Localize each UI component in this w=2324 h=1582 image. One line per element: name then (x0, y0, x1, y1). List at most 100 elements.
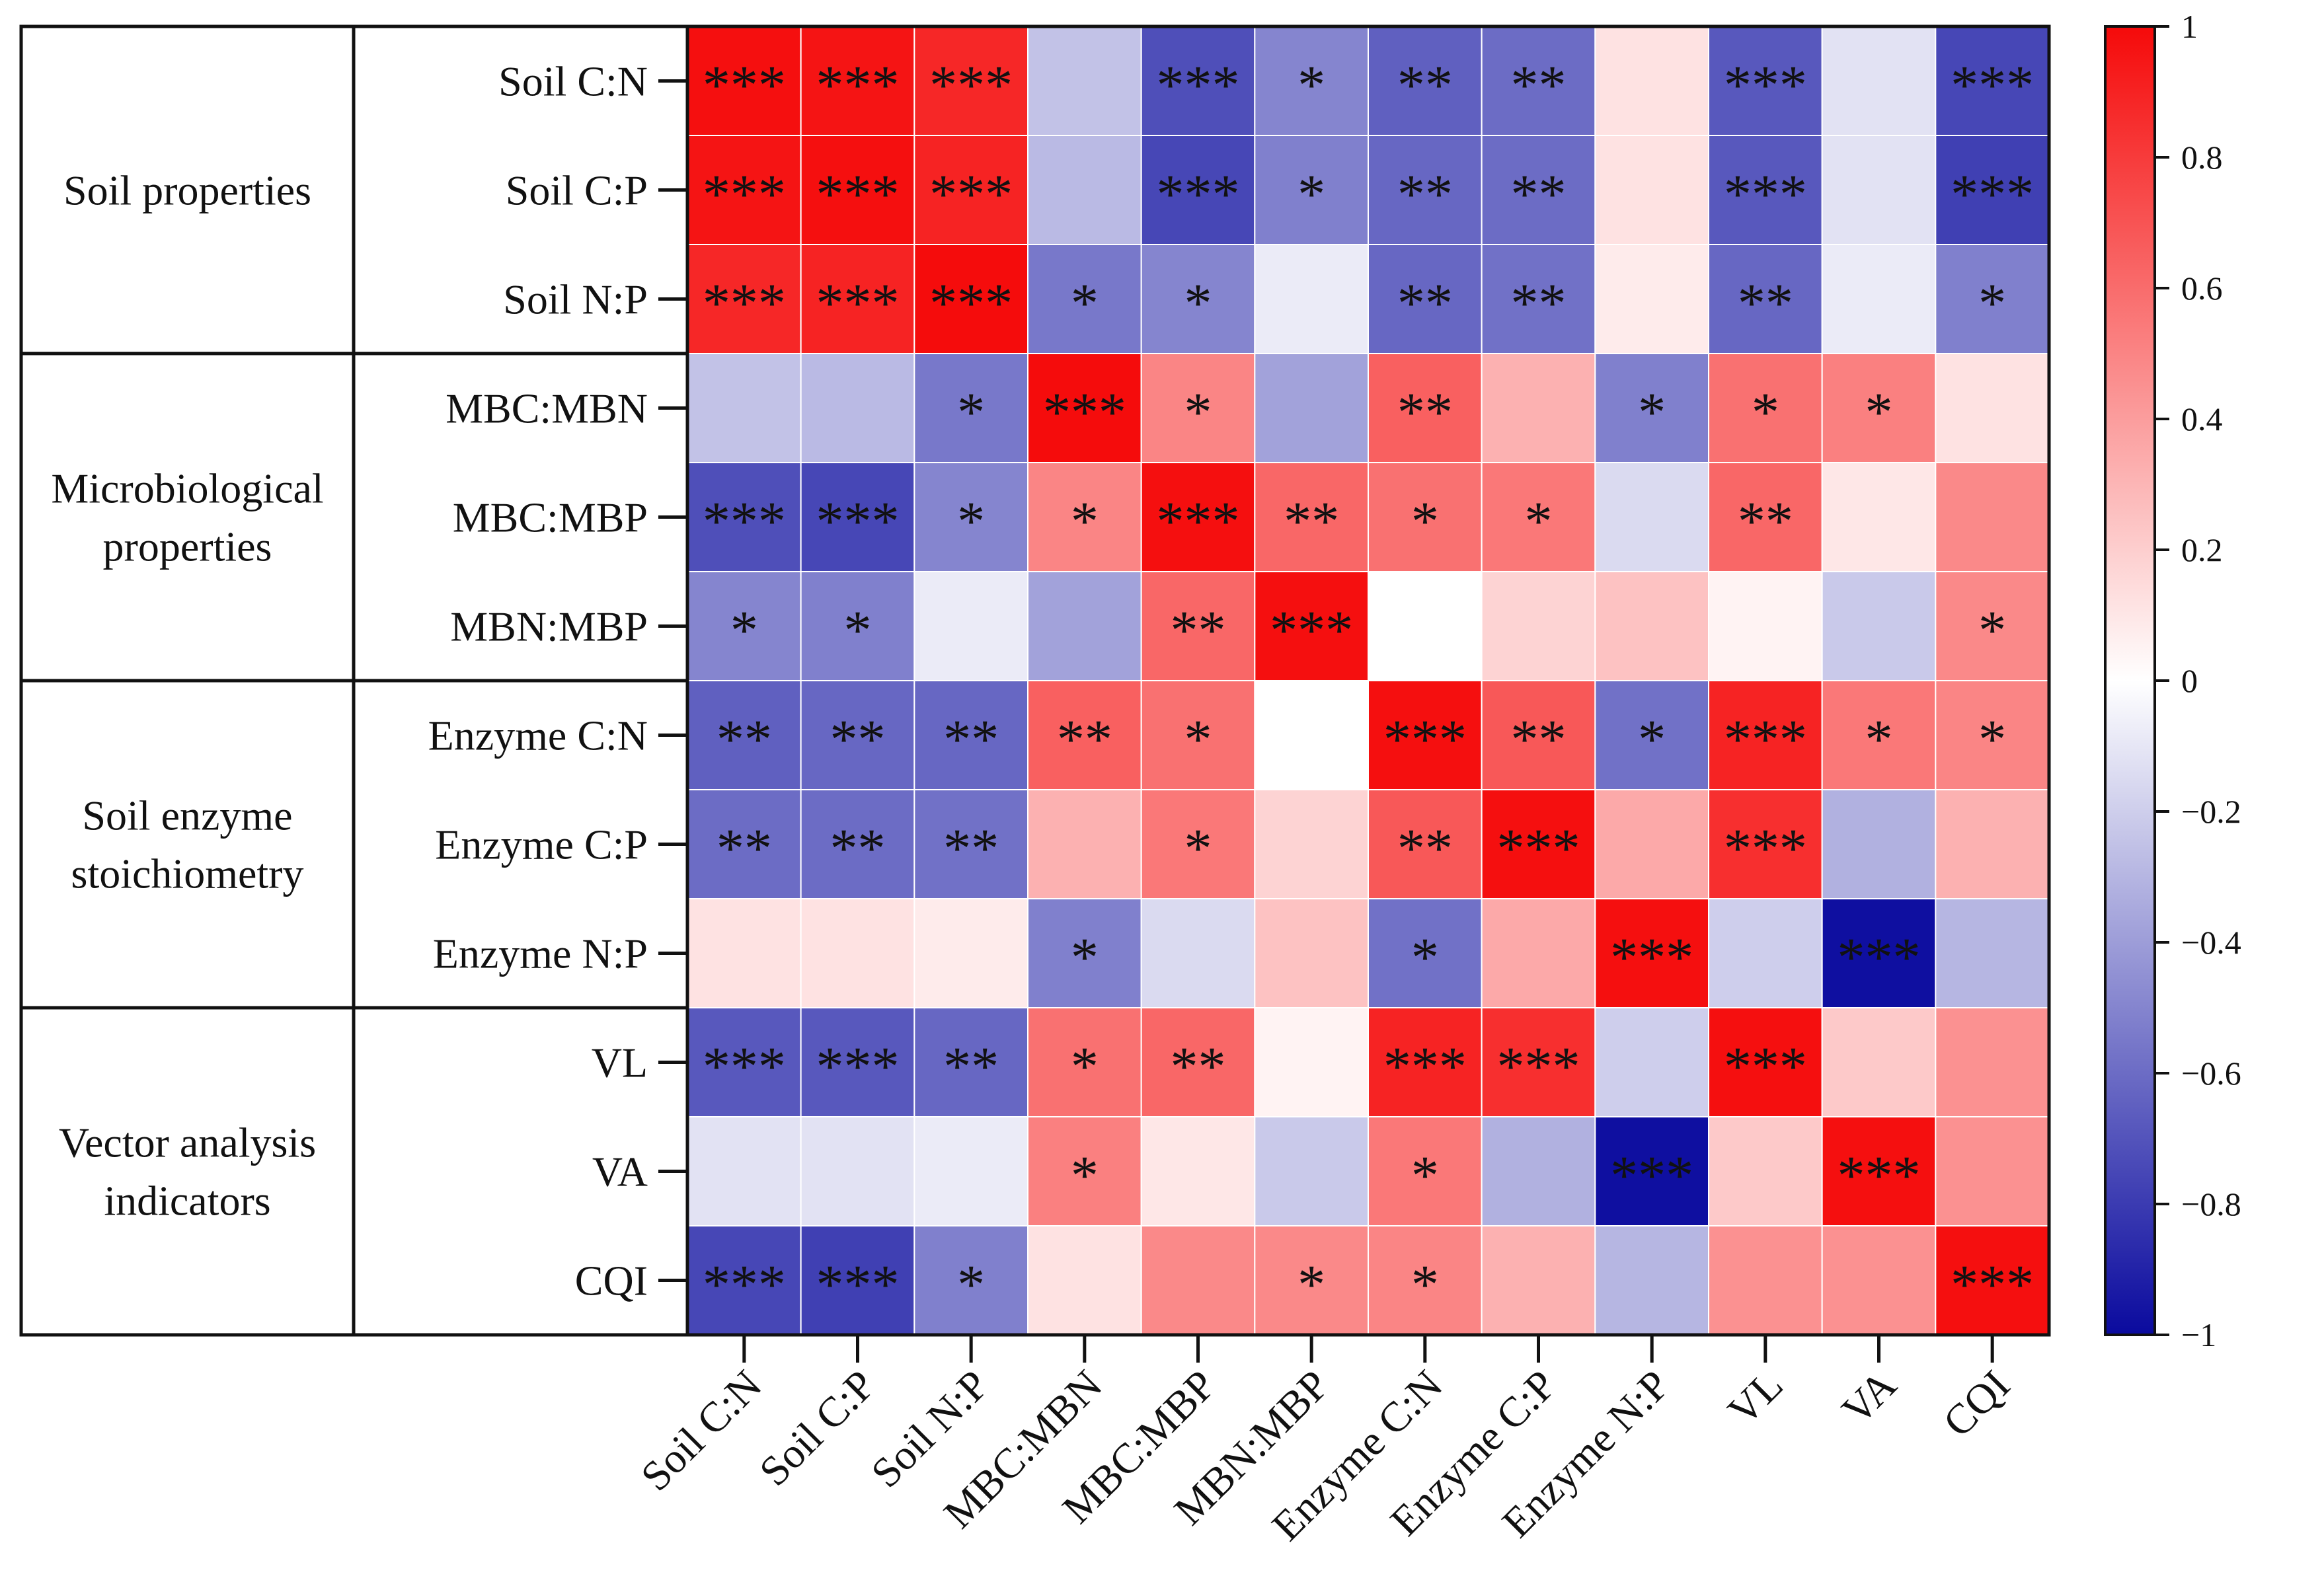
significance-label: ** (943, 709, 999, 771)
row-label: MBN:MBP (450, 603, 648, 650)
heatmap-cell (1254, 135, 1370, 245)
significance-label: *** (1951, 55, 2034, 116)
significance-label: *** (816, 273, 900, 334)
significance-label: * (1298, 164, 1325, 225)
heatmap-cell (1708, 1225, 1823, 1336)
heatmap-cell (1821, 1116, 1937, 1226)
heatmap-cell (800, 789, 915, 899)
significance-label: ** (1397, 164, 1453, 225)
heatmap-cell (1368, 571, 1483, 681)
heatmap-cell (1935, 898, 2050, 1008)
significance-label: ** (717, 709, 772, 771)
heatmap-cell (1254, 353, 1370, 463)
significance-label: *** (1724, 818, 1807, 880)
heatmap-cell (1708, 244, 1823, 354)
significance-label: ** (1171, 600, 1226, 661)
heatmap-cell (1254, 789, 1370, 899)
significance-label: ** (1738, 273, 1793, 334)
significance-label: *** (1724, 55, 1807, 116)
significance-label: *** (703, 491, 786, 552)
column-label: Soil C:P (750, 1361, 884, 1495)
significance-label: * (1071, 491, 1099, 552)
significance-label: *** (1724, 709, 1807, 771)
heatmap-cell (1594, 1007, 1709, 1117)
row-group-table: Soil properties Microbiological properties… (19, 24, 689, 1337)
heatmap-cell (1821, 244, 1937, 354)
significance-label: * (1978, 709, 2006, 771)
significance-label: ** (1397, 382, 1453, 443)
heatmap-cell (1594, 571, 1709, 681)
heatmap-cell (687, 353, 802, 463)
heatmap-cell (1254, 898, 1370, 1008)
heatmap-cell (687, 135, 802, 245)
row-label: MBC:MBP (453, 494, 648, 541)
significance-label: ** (1397, 273, 1453, 334)
heatmap-cell (1254, 680, 1370, 790)
heatmap-cell (1481, 353, 1596, 463)
heatmap-cell (800, 1116, 915, 1226)
significance-label: *** (703, 273, 786, 334)
significance-label: ** (943, 1036, 999, 1098)
heatmap-cell (1368, 462, 1483, 572)
heatmap-cell (1254, 462, 1370, 572)
heatmap-cell (1481, 680, 1596, 790)
heatmap-cell (1140, 1116, 1256, 1226)
heatmap-cell (1254, 1007, 1370, 1117)
row-label: Enzyme C:P (435, 821, 648, 868)
heatmap-cell (1708, 898, 1823, 1008)
row-tick-marks (658, 79, 687, 1282)
significance-label: ** (1511, 55, 1567, 116)
significance-label: ** (830, 818, 886, 880)
heatmap-cell (1027, 1225, 1142, 1336)
heatmap-cell (1821, 353, 1937, 463)
heatmap-cell (1935, 789, 2050, 899)
heatmap-cell (1481, 1116, 1596, 1226)
colorbar-tick-label: −0.2 (2181, 793, 2241, 830)
significance-label: * (1752, 382, 1779, 443)
heatmap-cell (1368, 1116, 1483, 1226)
significance-label: *** (1497, 1036, 1580, 1098)
row-label: MBC:MBN (445, 385, 648, 432)
heatmap-cell (1935, 571, 2050, 681)
significance-marks: *** *** *** *** * ** ** *** ****** *** *** *** * ** **… (703, 55, 2034, 1316)
significance-label: * (1298, 1254, 1325, 1316)
heatmap-cell (1821, 571, 1937, 681)
heatmap-cell (1821, 898, 1937, 1008)
heatmap-cell (1821, 135, 1937, 245)
significance-label: * (1411, 927, 1439, 989)
significance-label: * (1978, 600, 2006, 661)
row-label: Enzyme N:P (433, 930, 648, 977)
significance-label: * (1071, 1145, 1099, 1207)
heatmap-cell (1254, 244, 1370, 354)
significance-label: * (957, 382, 985, 443)
colorbar-tick-label: −0.8 (2181, 1186, 2241, 1223)
significance-label: *** (929, 273, 1013, 334)
heatmap-cell (1708, 26, 1823, 136)
heatmap-cell (1140, 26, 1256, 136)
heatmap-cell (1821, 1225, 1937, 1336)
significance-label: ** (1284, 491, 1339, 552)
significance-label: *** (703, 1254, 786, 1316)
significance-label: *** (1951, 1254, 2034, 1316)
heatmap-cell (1708, 135, 1823, 245)
heatmap-cell (1481, 789, 1596, 899)
heatmap-cell (1935, 26, 2050, 136)
significance-label: * (1071, 927, 1099, 989)
significance-label: *** (1157, 491, 1240, 552)
colorbar-tick-label: −0.6 (2181, 1055, 2241, 1092)
heatmap-cell (1594, 462, 1709, 572)
heatmap-cell (913, 462, 1029, 572)
heatmap-cell (1481, 1007, 1596, 1117)
row-label: Enzyme C:N (428, 712, 648, 759)
significance-label: * (1411, 1145, 1439, 1207)
heatmap-cell (1821, 789, 1937, 899)
significance-label: ** (1511, 164, 1567, 225)
heatmap-cell (1027, 1116, 1142, 1226)
colorbar-tick-label: −1 (2181, 1316, 2216, 1353)
heatmap-cell (1481, 898, 1596, 1008)
significance-label: *** (703, 55, 786, 116)
heatmap-cell (1935, 1225, 2050, 1336)
significance-label: ** (1738, 491, 1793, 552)
